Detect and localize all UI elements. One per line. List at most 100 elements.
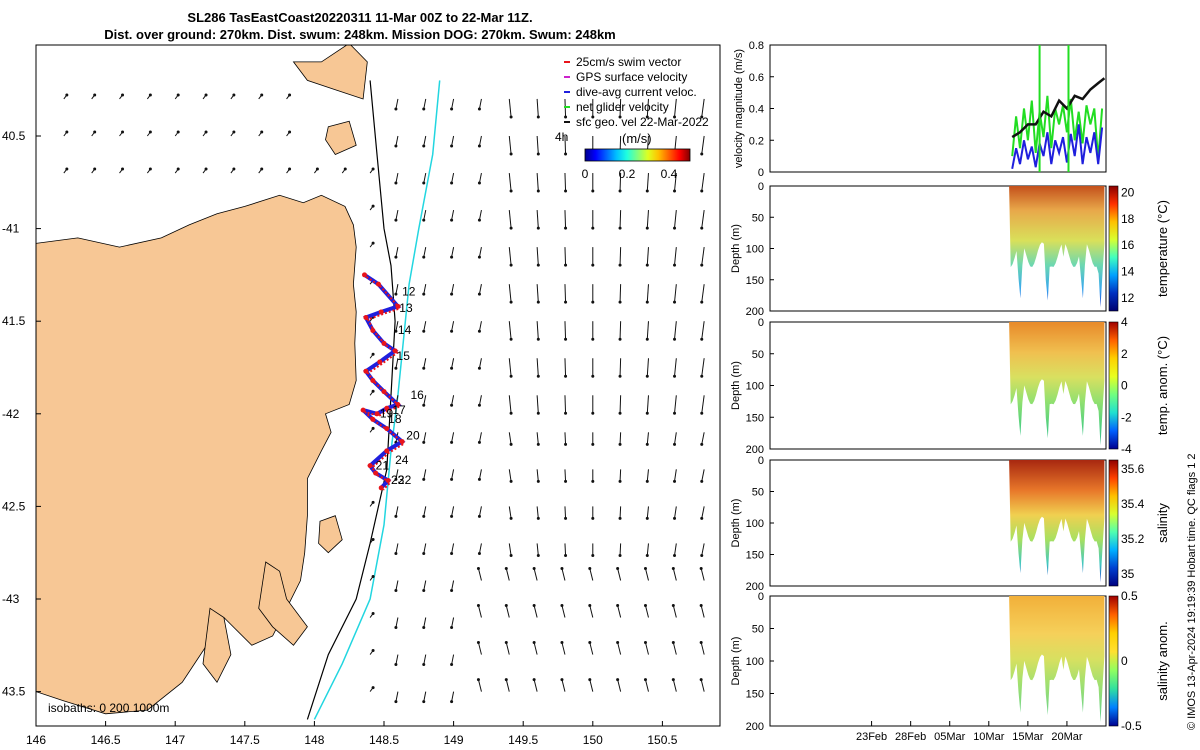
arrow-head <box>394 255 398 259</box>
arrow-shaft <box>533 642 538 655</box>
arrow-head <box>477 403 481 407</box>
arrow-head <box>422 700 426 704</box>
arrow-shaft <box>451 432 455 443</box>
arrow-head <box>671 678 675 682</box>
arrow-head <box>645 337 649 341</box>
track-point <box>381 389 387 395</box>
arrow-head <box>536 374 540 378</box>
arrow-head <box>422 181 426 185</box>
arrow-shaft <box>589 605 594 618</box>
arrow-head <box>477 329 481 333</box>
arrow-head <box>450 107 454 111</box>
land-flinders-island <box>292 45 368 100</box>
arrow-shaft <box>423 543 427 554</box>
track-point <box>378 485 384 491</box>
arrow-head <box>394 663 398 667</box>
arrow-shaft <box>395 172 399 184</box>
arrow-shaft <box>646 506 649 519</box>
arrow-head <box>232 130 236 134</box>
arrow-head <box>450 218 454 222</box>
arrow-shaft <box>536 98 539 117</box>
legend-item: dive-avg current veloc. <box>576 85 697 99</box>
arrow-shaft <box>700 605 705 618</box>
arrow-head <box>450 403 454 407</box>
x-tick-label: 150.5 <box>647 733 677 747</box>
arrow-head <box>422 329 426 333</box>
arrow-shaft <box>561 605 566 618</box>
arrow-head <box>560 641 564 645</box>
arrow-shaft <box>564 173 567 192</box>
arrow-head <box>450 366 454 370</box>
arrow-head <box>422 292 426 296</box>
arrow-shaft <box>395 469 399 480</box>
arrow-head <box>564 479 568 483</box>
arrow-shaft <box>646 395 649 414</box>
arrow-shaft <box>451 321 455 332</box>
arrow-head <box>673 442 677 446</box>
arrow-shaft <box>564 506 567 519</box>
title-line-2: Dist. over ground: 270km. Dist. swum: 24… <box>104 27 616 42</box>
arrow-head <box>422 403 426 407</box>
arrow-head <box>422 255 426 259</box>
arrow-head <box>564 337 568 341</box>
arrow-head <box>371 574 375 578</box>
arrow-head <box>564 411 568 415</box>
arrow-shaft <box>508 506 512 519</box>
arrow-head <box>422 477 426 481</box>
arrow-shaft <box>700 642 705 655</box>
arrow-head <box>564 189 568 193</box>
colorbar-tick-label: 0 <box>582 167 589 181</box>
arrow-head <box>616 641 620 645</box>
arrow-shaft <box>561 679 566 692</box>
arrow-shaft <box>644 642 649 655</box>
arrow-head <box>477 440 481 444</box>
arrow-head <box>450 477 454 481</box>
arrow-head <box>93 93 97 97</box>
isobath-label: isobaths: 0 200 1000m <box>48 701 169 715</box>
arrow-shaft <box>508 98 512 118</box>
arrow-shaft <box>536 321 539 340</box>
arrow-shaft <box>564 358 567 377</box>
arrow-head <box>477 366 481 370</box>
arrow-head <box>504 604 508 608</box>
arrow-shaft <box>536 543 539 556</box>
arrow-shaft <box>674 506 677 519</box>
arrow-head <box>700 263 704 267</box>
arrow-head <box>618 115 622 119</box>
arrow-shaft <box>619 469 622 482</box>
arrow-shaft <box>619 358 622 377</box>
arrow-shaft <box>478 172 482 184</box>
arrow-shaft <box>619 247 622 266</box>
arrow-shaft <box>451 580 455 591</box>
arrow-shaft <box>536 173 539 192</box>
arrow-head <box>536 189 540 193</box>
arrow-shaft <box>505 568 510 581</box>
arrow-shaft <box>508 543 512 556</box>
arrow-head <box>422 514 426 518</box>
arrow-head <box>564 226 568 230</box>
arrow-head <box>394 700 398 704</box>
arrow-head <box>288 130 292 134</box>
arrow-shaft <box>533 605 538 618</box>
title-line-1: SL286 TasEastCoast20220311 11-Mar 00Z to… <box>187 10 533 25</box>
arrow-shaft <box>646 543 649 556</box>
arrow-head <box>699 604 703 608</box>
arrow-shaft <box>700 679 705 692</box>
x-tick-label: 146 <box>26 733 46 747</box>
arrow-head <box>288 167 292 171</box>
arrow-shaft <box>619 210 622 229</box>
arrow-head <box>645 263 649 267</box>
x-tick-label: 147.5 <box>230 733 260 747</box>
arrow-head <box>394 181 398 185</box>
arrow-shaft <box>533 568 538 581</box>
track-point <box>367 463 373 469</box>
arrow-shaft <box>395 135 399 147</box>
arrow-head <box>93 130 97 134</box>
arrow-shaft <box>508 358 512 377</box>
map-frame <box>35 44 721 727</box>
arrow-head <box>536 553 540 557</box>
arrow-shaft <box>536 358 539 377</box>
arrow-shaft <box>478 469 482 480</box>
arrow-head <box>450 440 454 444</box>
arrow-head <box>394 626 398 630</box>
